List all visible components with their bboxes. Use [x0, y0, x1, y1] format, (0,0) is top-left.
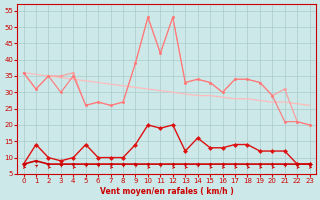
X-axis label: Vent moyen/en rafales ( km/h ): Vent moyen/en rafales ( km/h ) — [100, 187, 234, 196]
